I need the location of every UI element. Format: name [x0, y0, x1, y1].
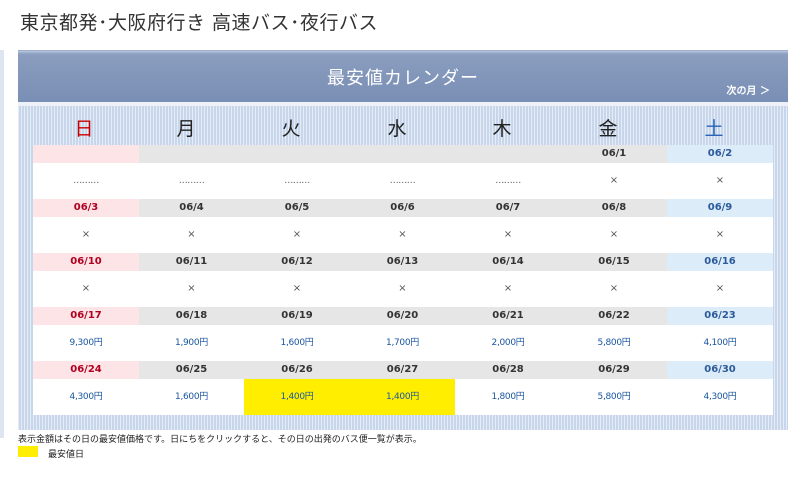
empty-date-cell — [455, 145, 561, 163]
weekday-tue: 火 — [281, 118, 301, 140]
day-date-label[interactable]: 06/16 — [667, 253, 773, 271]
day-price-cell: ……… — [33, 163, 139, 199]
empty-date-cell — [244, 145, 350, 163]
day-price-cell[interactable]: × — [33, 217, 139, 253]
day-price-cell[interactable]: 1,700円 — [350, 325, 455, 361]
day-price-cell[interactable]: 1,800円 — [455, 379, 561, 415]
day-price-cell[interactable]: × — [667, 217, 773, 253]
day-price-cell[interactable]: × — [667, 271, 773, 307]
day-date-label[interactable]: 06/24 — [33, 361, 139, 379]
day-date-label[interactable]: 06/2 — [667, 145, 773, 163]
day-date-label[interactable]: 06/19 — [244, 307, 350, 325]
day-date-label[interactable]: 06/26 — [244, 361, 350, 379]
day-date-label[interactable]: 06/7 — [455, 199, 561, 217]
day-date-label[interactable]: 06/23 — [667, 307, 773, 325]
day-date-label[interactable]: 06/6 — [350, 199, 455, 217]
day-price-cell: ……… — [455, 163, 561, 199]
day-price-cell[interactable]: 4,300円 — [667, 379, 773, 415]
calendar-header: 最安値カレンダー 次の月 ＞ — [18, 50, 788, 102]
day-date-label[interactable]: 06/3 — [33, 199, 139, 217]
day-price-cell[interactable]: × — [33, 271, 139, 307]
day-date-label[interactable]: 06/9 — [667, 199, 773, 217]
header-divider — [18, 102, 788, 106]
day-date-label[interactable]: 06/13 — [350, 253, 455, 271]
day-date-label[interactable]: 06/28 — [455, 361, 561, 379]
empty-date-cell — [350, 145, 455, 163]
footer-note: 表示金額はその日の最安値価格です。日にちをクリックすると、その日の出発のバス便一… — [18, 435, 422, 445]
calendar-grid: ……………………………………… 06/1 × 06/2 × 06/3 × 06/4 × 06/5 ×… — [33, 145, 773, 415]
day-date-label[interactable]: 06/11 — [139, 253, 244, 271]
day-date-label[interactable]: 06/14 — [455, 253, 561, 271]
day-date-label[interactable]: 06/21 — [455, 307, 561, 325]
left-rule — [0, 50, 4, 438]
day-price-cell: ……… — [244, 163, 350, 199]
day-price-cell[interactable]: × — [350, 271, 455, 307]
legend-label: 最安値日 — [48, 450, 85, 460]
day-price-cell: ……… — [139, 163, 244, 199]
day-date-label[interactable]: 06/30 — [667, 361, 773, 379]
day-date-label[interactable]: 06/12 — [244, 253, 350, 271]
weekday-sun: 日 — [74, 118, 94, 140]
day-price-cell[interactable]: 4,100円 — [667, 325, 773, 361]
day-price-cell[interactable]: 1,400円 — [244, 379, 350, 415]
weekday-sat: 土 — [704, 118, 724, 140]
day-date-label[interactable]: 06/27 — [350, 361, 455, 379]
day-date-label[interactable]: 06/22 — [561, 307, 667, 325]
day-price-cell[interactable]: × — [350, 217, 455, 253]
legend-swatch — [18, 446, 38, 457]
day-date-label[interactable]: 06/8 — [561, 199, 667, 217]
next-month-link[interactable]: 次の月 ＞ — [726, 86, 770, 97]
day-date-label[interactable]: 06/25 — [139, 361, 244, 379]
page-title: 東京都発･大阪府行き 高速バス･夜行バス — [20, 12, 379, 34]
day-price-cell[interactable]: 5,800円 — [561, 325, 667, 361]
calendar-title: 最安値カレンダー — [327, 68, 479, 89]
weekday-fri: 金 — [598, 118, 618, 140]
day-price-cell[interactable]: × — [667, 163, 773, 199]
day-price-cell[interactable]: 1,400円 — [350, 379, 455, 415]
day-price-cell[interactable]: × — [455, 217, 561, 253]
day-price-cell[interactable]: 5,800円 — [561, 379, 667, 415]
day-price-cell[interactable]: × — [455, 271, 561, 307]
calendar-panel: 最安値カレンダー 次の月 ＞ 日月火水木金土 ……………………………………… 06… — [18, 50, 788, 430]
day-price-cell[interactable]: 1,900円 — [139, 325, 244, 361]
day-price-cell[interactable]: × — [139, 217, 244, 253]
empty-date-cell — [139, 145, 244, 163]
day-price-cell[interactable]: 2,000円 — [455, 325, 561, 361]
day-date-label[interactable]: 06/1 — [561, 145, 667, 163]
day-date-label[interactable]: 06/10 — [33, 253, 139, 271]
day-date-label[interactable]: 06/15 — [561, 253, 667, 271]
day-price-cell[interactable]: 4,300円 — [33, 379, 139, 415]
day-price-cell[interactable]: × — [561, 271, 667, 307]
day-price-cell[interactable]: × — [244, 271, 350, 307]
weekday-mon: 月 — [176, 118, 196, 140]
day-price-cell[interactable]: × — [561, 163, 667, 199]
day-date-label[interactable]: 06/29 — [561, 361, 667, 379]
day-price-cell[interactable]: × — [244, 217, 350, 253]
weekday-header: 日月火水木金土 — [18, 116, 788, 142]
day-date-label[interactable]: 06/4 — [139, 199, 244, 217]
day-date-label[interactable]: 06/5 — [244, 199, 350, 217]
day-price-cell[interactable]: × — [139, 271, 244, 307]
day-date-label[interactable]: 06/17 — [33, 307, 139, 325]
day-price-cell[interactable]: × — [561, 217, 667, 253]
day-price-cell: ……… — [350, 163, 455, 199]
empty-date-cell — [33, 145, 139, 163]
weekday-thu: 木 — [492, 118, 512, 140]
day-date-label[interactable]: 06/18 — [139, 307, 244, 325]
day-price-cell[interactable]: 1,600円 — [139, 379, 244, 415]
day-date-label[interactable]: 06/20 — [350, 307, 455, 325]
day-price-cell[interactable]: 1,600円 — [244, 325, 350, 361]
day-price-cell[interactable]: 9,300円 — [33, 325, 139, 361]
weekday-wed: 水 — [387, 118, 407, 140]
